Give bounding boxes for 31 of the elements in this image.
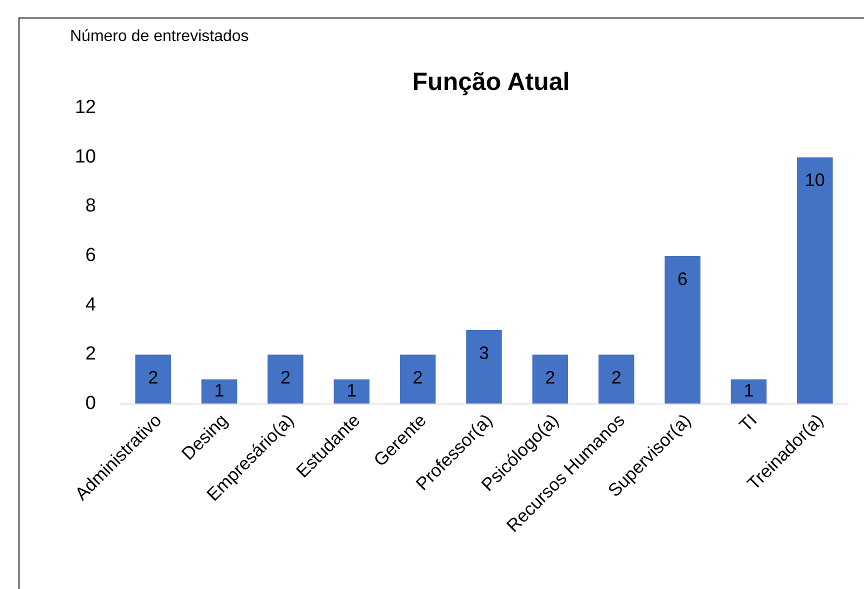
- y-axis-title: Número de entrevistados: [70, 28, 249, 45]
- bar: [598, 354, 634, 404]
- bar: [664, 256, 700, 404]
- y-tick-label: 2: [85, 344, 96, 365]
- bar: [532, 354, 568, 404]
- data-label: 1: [744, 380, 754, 400]
- y-tick-label: 10: [74, 146, 96, 168]
- data-label: 2: [280, 367, 290, 388]
- bar: [797, 157, 833, 404]
- data-label: 10: [804, 170, 825, 190]
- chart-title: Função Atual: [412, 68, 570, 96]
- data-label: 1: [214, 380, 224, 400]
- bar: [334, 379, 370, 404]
- y-tick-label: 0: [85, 393, 96, 414]
- data-label: 2: [545, 367, 556, 388]
- data-label: 6: [678, 268, 688, 289]
- bar: [135, 354, 171, 404]
- bar: [730, 379, 767, 404]
- bar: [201, 379, 238, 404]
- data-label: 2: [148, 367, 158, 388]
- data-label: 2: [412, 367, 423, 388]
- data-label: 2: [611, 367, 622, 388]
- data-label: 3: [478, 342, 490, 363]
- bar: [268, 354, 304, 404]
- bar: [466, 330, 502, 404]
- bar: [400, 354, 436, 404]
- y-tick-label: 6: [85, 245, 96, 266]
- data-label: 1: [346, 380, 357, 400]
- y-tick-label: 8: [85, 196, 96, 217]
- y-tick-label: 12: [74, 97, 96, 118]
- y-tick-label: 4: [85, 294, 96, 316]
